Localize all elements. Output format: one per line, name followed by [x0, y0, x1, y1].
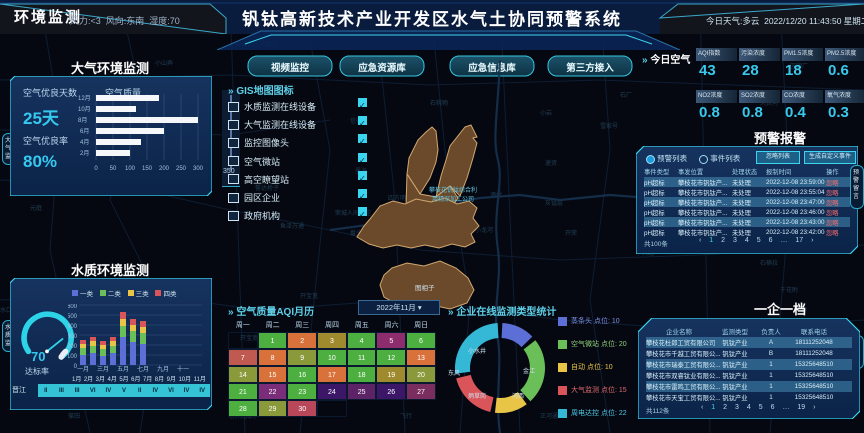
svg-text:600: 600 [68, 304, 78, 310]
svg-text:七月: 七月 [137, 365, 149, 372]
svg-text:0: 0 [94, 166, 98, 172]
svg-text:250: 250 [176, 166, 187, 172]
svg-text:300: 300 [193, 166, 204, 172]
svg-text:4月: 4月 [80, 139, 89, 146]
svg-text:三月: 三月 [97, 366, 109, 372]
svg-text:一月: 一月 [77, 366, 89, 372]
svg-text:150: 150 [142, 166, 153, 172]
svg-text:2月: 2月 [80, 150, 89, 157]
svg-text:九月: 九月 [157, 365, 169, 372]
svg-text:300: 300 [68, 334, 78, 340]
svg-text:200: 200 [68, 344, 78, 350]
svg-text:400: 400 [68, 324, 78, 330]
svg-text:12月: 12月 [78, 95, 91, 102]
svg-text:200: 200 [159, 166, 170, 172]
svg-text:100: 100 [68, 354, 78, 360]
svg-text:50: 50 [110, 166, 117, 172]
svg-text:五月: 五月 [117, 366, 129, 372]
svg-text:10月: 10月 [78, 106, 91, 113]
svg-text:8月: 8月 [78, 117, 87, 124]
svg-text:6月: 6月 [80, 128, 89, 135]
svg-text:十一: 十一 [177, 365, 189, 372]
svg-text:500: 500 [68, 314, 78, 320]
svg-text:100: 100 [125, 166, 136, 172]
